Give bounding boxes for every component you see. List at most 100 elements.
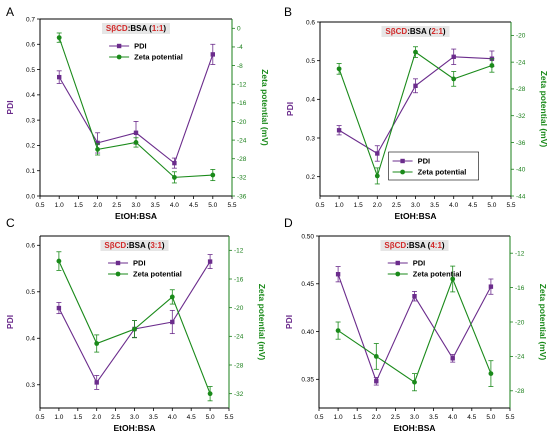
- y-axis-title: PDI: [285, 102, 295, 116]
- x-tick-label: 3.5: [149, 414, 158, 421]
- panel-label: D: [284, 216, 293, 230]
- y2-tick-label: -20: [237, 119, 247, 126]
- x-tick-label: 5.5: [224, 414, 233, 421]
- series-pdi: [335, 266, 494, 386]
- y-axis-title: PDI: [284, 315, 294, 329]
- y-tick-label: 0.5: [26, 67, 35, 74]
- data-point-circle: [489, 63, 495, 68]
- panel-label: C: [6, 216, 15, 230]
- chart-title-background: [100, 240, 169, 251]
- chart-title-text: SβCD:BSA (3:1): [104, 241, 165, 250]
- legend-label: PDI: [133, 259, 146, 268]
- y-tick-label: 0.5: [306, 58, 315, 65]
- x-tick-label: 0.5: [35, 202, 44, 209]
- title-part: ): [442, 241, 445, 250]
- legend: PDI Zeta potential: [388, 151, 479, 181]
- x-tick-label: 4.0: [449, 202, 458, 209]
- y2-tick-label: -24: [234, 334, 244, 341]
- panel-label: A: [6, 5, 14, 19]
- y2-axis-title: Zeta potential (mV): [260, 69, 270, 146]
- series-line: [337, 274, 492, 383]
- legend-marker-circle: [395, 271, 401, 277]
- data-point-square: [413, 83, 418, 88]
- chart-panel-a: A 0.5 1.0 1.5 2.0 2.5 3.0 3.5 4.0 4.5 5.0 5.5 0.0 0.1…: [5, 5, 270, 221]
- legend-marker-circle: [115, 271, 121, 277]
- y-tick-label: 0.3: [26, 117, 35, 124]
- x-tick-label: 3.5: [151, 202, 160, 209]
- data-point-circle: [132, 326, 137, 332]
- y-tick-label: 0.3: [306, 135, 315, 142]
- y-tick-label: 0.4: [26, 92, 35, 99]
- x-tick-label: 5.0: [487, 202, 496, 209]
- x-tick-label: 1.0: [54, 414, 63, 421]
- legend-marker-square: [116, 43, 122, 49]
- y2-tick-label: -16: [515, 285, 525, 292]
- y-tick-label: 0.2: [306, 174, 315, 181]
- x-tick-label: 3.0: [411, 202, 420, 209]
- x-tick-label: 2.5: [391, 414, 400, 421]
- title-part: :BSA (: [406, 241, 430, 250]
- x-tick-label: 4.0: [170, 202, 179, 209]
- data-point-circle: [133, 140, 139, 145]
- data-point-square: [57, 74, 62, 80]
- title-part: ): [163, 24, 166, 33]
- data-point-square: [450, 356, 455, 361]
- y2-axis-title: Zeta potential (mV): [538, 284, 548, 361]
- y2-tick-label: -12: [234, 248, 244, 255]
- y2-tick-label: 0: [237, 26, 241, 33]
- legend: PDI Zeta potential: [387, 259, 462, 279]
- data-point-square: [172, 160, 177, 166]
- y2-tick-label: -16: [234, 276, 244, 283]
- y-tick-label: 0.4: [306, 97, 315, 104]
- x-tick-label: 2.0: [93, 202, 102, 209]
- series-zeta-potential: [56, 251, 213, 402]
- data-point-square: [374, 379, 379, 384]
- y-tick-label: 0.45: [301, 281, 314, 288]
- y2-tick-label: -24: [516, 59, 526, 66]
- series-pdi: [336, 48, 495, 162]
- y2-tick-label: -40: [516, 167, 526, 174]
- y2-tick-label: -36: [237, 193, 247, 200]
- data-point-square: [412, 294, 417, 299]
- y2-tick-label: -20: [516, 33, 526, 40]
- y-tick-label: 0.7: [26, 16, 35, 23]
- data-point-circle: [210, 172, 216, 178]
- x-axis-title: EtOH:BSA: [394, 211, 436, 221]
- chart-title-background: [381, 26, 450, 37]
- title-part: :BSA (: [407, 27, 431, 36]
- x-tick-label: 1.5: [74, 202, 83, 209]
- x-tick-label: 4.5: [467, 414, 476, 421]
- series-zeta-potential: [56, 32, 216, 184]
- legend-marker-square: [400, 158, 405, 164]
- data-point-circle: [207, 391, 213, 397]
- y-tick-label: 0.35: [301, 377, 314, 384]
- x-tick-label: 2.0: [372, 414, 381, 421]
- legend-marker-square: [115, 260, 121, 266]
- title-part: ): [443, 27, 446, 36]
- x-tick-label: 5.0: [486, 414, 495, 421]
- chart-title: SβCD:BSA (3:1): [100, 240, 169, 251]
- data-point-circle: [335, 328, 341, 333]
- y2-tick-label: -32: [237, 175, 247, 182]
- y2-tick-label: -28: [234, 362, 244, 369]
- data-point-circle: [373, 354, 379, 359]
- x-tick-label: 4.0: [168, 414, 177, 421]
- chart-title-text: SβCD:BSA (2:1): [385, 27, 446, 36]
- x-tick-label: 2.0: [92, 414, 101, 421]
- x-tick-label: 3.5: [430, 202, 439, 209]
- x-tick-label: 4.5: [468, 202, 477, 209]
- x-axis-title: EtOH:BSA: [393, 423, 435, 433]
- series-pdi: [56, 43, 216, 169]
- y2-tick-label: -36: [516, 140, 526, 147]
- y2-tick-label: -16: [237, 100, 247, 107]
- y-tick-label: 0.6: [306, 19, 315, 26]
- y-tick-label: 0.6: [26, 42, 35, 49]
- y2-tick-label: -12: [237, 82, 247, 89]
- title-accent-part: SβCD: [384, 241, 406, 250]
- data-point-circle: [451, 76, 457, 82]
- data-point-circle: [172, 174, 177, 180]
- data-point-circle: [488, 371, 494, 376]
- chart-title-text: SβCD:BSA (4:1): [384, 241, 445, 250]
- y2-tick-label: -4: [237, 44, 243, 51]
